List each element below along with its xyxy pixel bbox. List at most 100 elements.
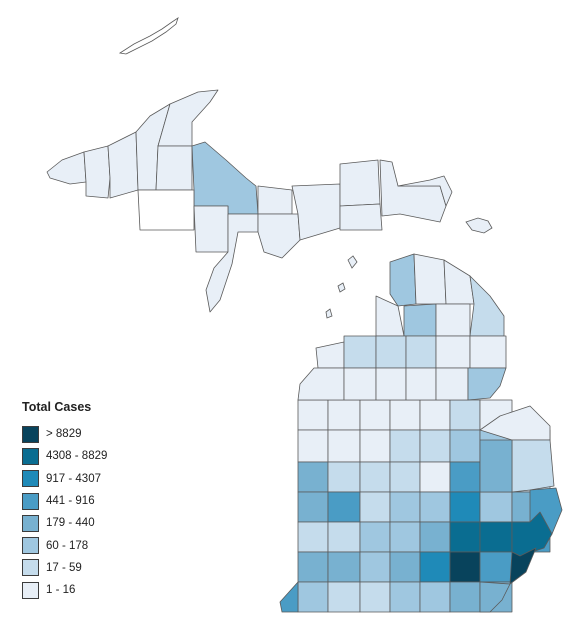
- county-region[interactable]: [389, 429, 421, 463]
- county-region[interactable]: [359, 521, 391, 553]
- county-region[interactable]: [449, 429, 481, 463]
- county-region[interactable]: [297, 581, 329, 613]
- county-region[interactable]: [397, 175, 453, 207]
- county-region[interactable]: [389, 253, 417, 307]
- county-region[interactable]: [449, 581, 481, 613]
- county-region[interactable]: [46, 151, 87, 185]
- county-region[interactable]: [327, 399, 361, 431]
- legend-label: 917 - 4307: [46, 472, 101, 485]
- county-region[interactable]: [389, 521, 421, 553]
- legend-swatch: [22, 425, 39, 443]
- county-region[interactable]: [419, 521, 451, 553]
- county-region[interactable]: [327, 581, 361, 613]
- county-region[interactable]: [389, 491, 421, 523]
- isle-royale: [118, 17, 179, 55]
- legend-row: 1 - 16: [22, 579, 172, 601]
- county-region[interactable]: [157, 89, 219, 147]
- county-region[interactable]: [339, 159, 381, 207]
- legend-row: 441 - 916: [22, 490, 172, 512]
- legend-row: 917 - 4307: [22, 468, 172, 490]
- legend-swatch: [22, 559, 39, 577]
- county-region[interactable]: [389, 581, 421, 613]
- county-region[interactable]: [405, 367, 437, 401]
- legend-row: 179 - 440: [22, 512, 172, 534]
- county-region[interactable]: [359, 399, 391, 431]
- county-region[interactable]: [327, 551, 361, 583]
- legend-swatch: [22, 581, 39, 599]
- county-region[interactable]: [297, 399, 329, 431]
- county-region[interactable]: [449, 551, 481, 583]
- county-region[interactable]: [297, 491, 329, 523]
- county-region[interactable]: [467, 367, 507, 401]
- county-region[interactable]: [297, 521, 329, 553]
- county-region[interactable]: [137, 189, 195, 231]
- county-region[interactable]: [315, 341, 345, 369]
- county-region[interactable]: [375, 367, 407, 401]
- county-region[interactable]: [479, 581, 511, 613]
- county-region[interactable]: [375, 335, 407, 369]
- legend-row: 17 - 59: [22, 557, 172, 579]
- county-region[interactable]: [389, 461, 421, 493]
- county-region[interactable]: [359, 491, 391, 523]
- county-region[interactable]: [291, 183, 341, 241]
- county-region[interactable]: [449, 521, 481, 553]
- county-region[interactable]: [479, 439, 513, 493]
- county-region[interactable]: [359, 581, 391, 613]
- county-region[interactable]: [279, 581, 299, 613]
- county-region[interactable]: [419, 399, 451, 431]
- county-region[interactable]: [155, 145, 193, 191]
- beaver-island: [347, 255, 358, 269]
- county-region[interactable]: [327, 429, 361, 463]
- county-region[interactable]: [479, 521, 513, 553]
- county-region[interactable]: [511, 439, 555, 493]
- county-region[interactable]: [389, 551, 421, 583]
- county-region[interactable]: [469, 335, 507, 369]
- county-region[interactable]: [379, 159, 447, 223]
- county-region[interactable]: [479, 491, 513, 523]
- county-region[interactable]: [509, 547, 537, 585]
- county-region[interactable]: [403, 303, 437, 337]
- county-region[interactable]: [297, 367, 345, 401]
- county-region[interactable]: [405, 335, 437, 369]
- county-region[interactable]: [449, 461, 481, 493]
- county-region[interactable]: [327, 491, 361, 523]
- county-region[interactable]: [419, 461, 451, 493]
- county-region[interactable]: [359, 461, 391, 493]
- legend-swatch: [22, 492, 39, 510]
- county-region[interactable]: [469, 275, 505, 337]
- county-region[interactable]: [297, 551, 329, 583]
- county-region[interactable]: [389, 399, 421, 431]
- county-region[interactable]: [343, 367, 377, 401]
- county-region[interactable]: [419, 551, 451, 583]
- county-region[interactable]: [297, 429, 329, 463]
- county-region[interactable]: [327, 461, 361, 493]
- county-region[interactable]: [413, 253, 447, 305]
- county-region[interactable]: [449, 491, 481, 523]
- county-region[interactable]: [419, 491, 451, 523]
- county-region[interactable]: [419, 429, 451, 463]
- county-region[interactable]: [191, 141, 259, 215]
- county-region[interactable]: [359, 551, 391, 583]
- county-region[interactable]: [419, 581, 451, 613]
- county-region[interactable]: [479, 551, 513, 583]
- county-region[interactable]: [257, 185, 293, 215]
- upper-peninsula: [46, 89, 453, 313]
- county-region[interactable]: [435, 335, 471, 369]
- county-region[interactable]: [449, 399, 481, 431]
- county-region[interactable]: [193, 205, 229, 253]
- county-region[interactable]: [107, 131, 139, 199]
- county-region[interactable]: [435, 303, 471, 337]
- county-region[interactable]: [257, 213, 301, 259]
- legend-label: 60 - 178: [46, 539, 89, 552]
- legend-row: 60 - 178: [22, 534, 172, 556]
- county-region[interactable]: [435, 367, 469, 401]
- county-region[interactable]: [339, 203, 383, 231]
- county-region[interactable]: [343, 335, 377, 369]
- legend-label: 17 - 59: [46, 561, 82, 574]
- county-region[interactable]: [359, 429, 391, 463]
- county-region[interactable]: [297, 461, 329, 493]
- county-region[interactable]: [443, 259, 475, 305]
- county-region[interactable]: [83, 145, 111, 199]
- county-region[interactable]: [327, 521, 361, 553]
